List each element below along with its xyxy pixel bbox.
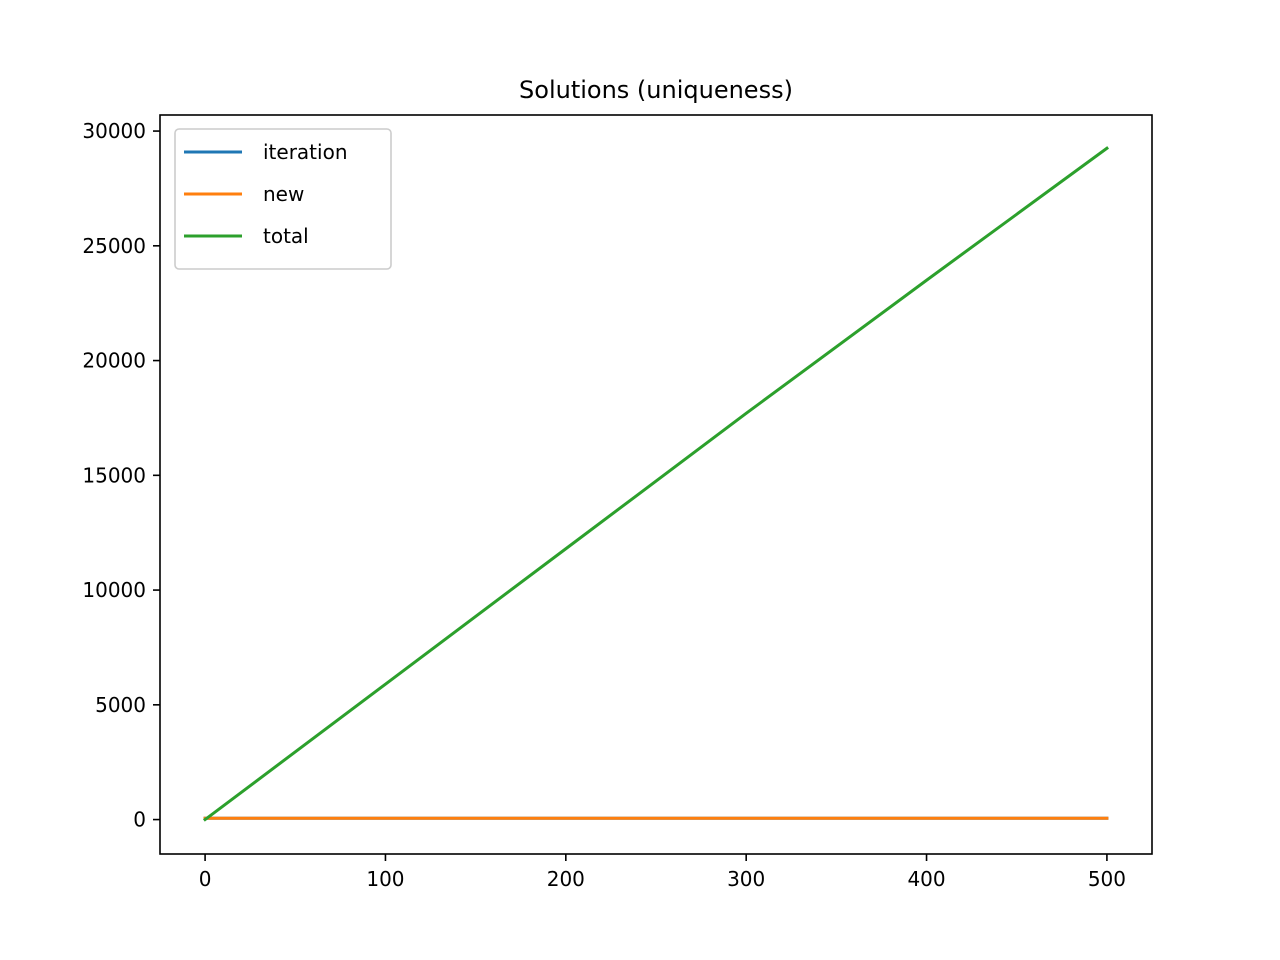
- x-tick-label: 0: [199, 867, 212, 891]
- y-tick-label: 30000: [82, 119, 146, 143]
- series-layer: [202, 146, 1110, 822]
- plot-frame: [159, 114, 1153, 855]
- tick-layer: 0 100 200 300 400 500050001000015000200002500…: [82, 119, 1126, 891]
- series-line-total: [202, 146, 1110, 822]
- y-tick-label: 10000: [82, 578, 146, 602]
- legend-label-new: new: [263, 182, 304, 206]
- x-tick-label: 400: [907, 867, 945, 891]
- x-tick-label: 500: [1088, 867, 1126, 891]
- y-tick-label: 5000: [95, 693, 146, 717]
- x-tick-label: 200: [547, 867, 585, 891]
- y-tick-label: 25000: [82, 234, 146, 258]
- chart-title: Solutions (uniqueness): [519, 76, 793, 104]
- y-tick-label: 20000: [82, 349, 146, 373]
- legend-label-iteration: iteration: [263, 140, 348, 164]
- y-tick-label: 15000: [82, 463, 146, 487]
- legend-box: [174, 128, 392, 270]
- legend-label-total: total: [263, 224, 309, 248]
- x-tick-label: 100: [366, 867, 404, 891]
- y-tick-label: 0: [133, 808, 146, 832]
- x-tick-label: 300: [727, 867, 765, 891]
- legend: iteration new total: [174, 128, 392, 270]
